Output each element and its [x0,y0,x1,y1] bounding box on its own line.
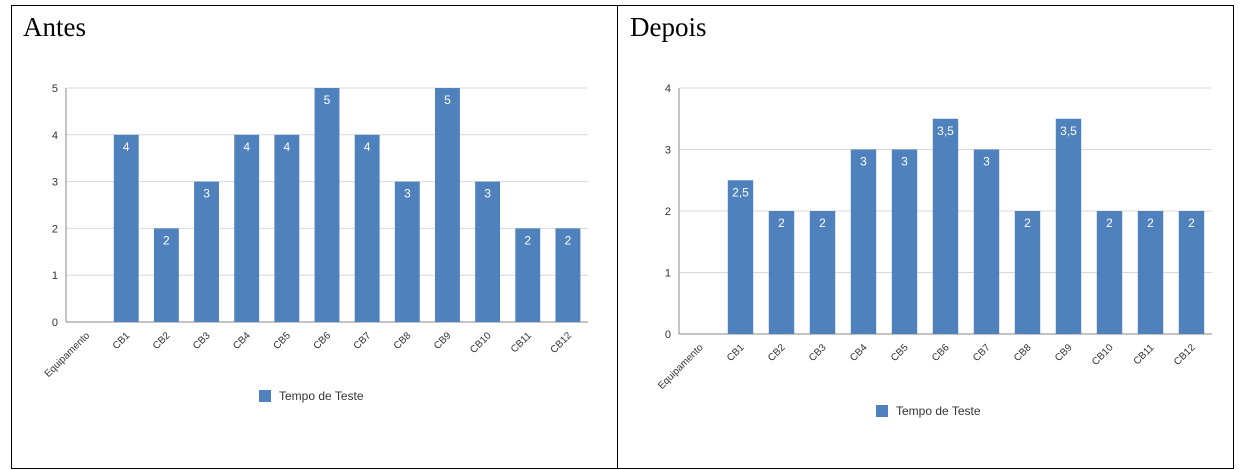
x-tick-label-antes-CB8: CB8 [392,330,414,352]
x-tick-label-depois-CB12: CB12 [1172,342,1198,368]
bar-antes-CB2 [153,228,179,322]
data-label-antes-CB5: 4 [284,140,291,154]
data-label-antes-CB6: 5 [324,93,331,107]
data-label-antes-CB2: 2 [163,233,170,247]
data-label-depois-CB5: 3 [901,155,908,169]
x-tick-label-antes-CB10: CB10 [468,330,494,356]
data-label-antes-CB1: 4 [123,140,130,154]
data-label-depois-CB1: 2,5 [732,185,749,199]
data-label-depois-CB7: 3 [983,155,990,169]
bar-depois-CB6 [932,118,959,334]
legend-label-antes: Tempo de Teste [279,389,364,403]
x-tick-label-depois-CB9: CB9 [1053,342,1075,364]
bar-depois-CB2 [768,211,795,334]
chart-title-antes: Antes [23,12,86,42]
legend-swatch-depois [876,405,888,417]
y-tick-label-depois-0: 0 [665,329,671,341]
bar-antes-CB5 [274,134,300,322]
bar-antes-CB7 [354,134,380,322]
y-tick-label-antes-1: 1 [52,270,58,282]
data-label-depois-CB4: 3 [860,155,867,169]
y-tick-label-depois-2: 2 [665,206,671,218]
x-tick-label-antes-CB9: CB9 [432,330,454,352]
y-tick-label-antes-5: 5 [52,83,58,95]
legend-label-depois: Tempo de Teste [896,404,981,418]
bar-antes-CB11 [515,228,541,322]
bar-antes-CB4 [234,134,260,322]
bar-antes-CB3 [194,181,219,322]
data-label-depois-CB8: 2 [1024,216,1031,230]
bar-depois-CB8 [1014,211,1041,334]
x-tick-label-depois-CB11: CB11 [1132,342,1157,367]
x-tick-label-antes-CB7: CB7 [352,330,374,352]
data-label-antes-CB4: 4 [243,140,250,154]
data-label-depois-CB6: 3,5 [937,124,954,138]
x-tick-label-antes-CB5: CB5 [271,330,293,352]
legend-swatch-antes [259,390,271,402]
x-tick-label-antes-CB2: CB2 [151,330,173,352]
y-tick-label-antes-0: 0 [52,317,58,329]
x-tick-label-antes-CB4: CB4 [231,330,253,352]
data-label-antes-CB11: 2 [524,233,531,247]
data-label-depois-CB9: 3,5 [1060,124,1077,138]
x-tick-label-depois-CB3: CB3 [807,342,829,364]
bar-depois-CB9 [1055,118,1082,334]
data-label-antes-CB7: 4 [364,140,371,154]
bar-depois-CB10 [1096,211,1123,334]
panel-divider [617,5,618,469]
x-tick-label-depois-CB4: CB4 [848,342,870,364]
bar-depois-CB3 [809,211,836,334]
data-label-antes-CB10: 3 [484,187,491,201]
bar-depois-CB11 [1137,211,1164,334]
data-label-depois-CB3: 2 [819,216,826,230]
x-tick-label-antes-CB12: CB12 [549,330,575,356]
bar-depois-CB4 [850,149,877,334]
bar-antes-CB8 [394,181,420,322]
data-label-antes-CB3: 3 [203,187,210,201]
x-tick-label-depois-CB1: CB1 [725,342,747,364]
x-tick-label-depois-CB10: CB10 [1090,342,1116,368]
data-label-depois-CB2: 2 [778,216,785,230]
bar-antes-CB10 [475,181,501,322]
figure-frame [11,5,1234,469]
data-label-depois-CB10: 2 [1106,216,1113,230]
x-tick-label-depois-Equipamento: Equipamento [656,342,706,392]
x-tick-label-antes-CB3: CB3 [191,330,213,352]
y-tick-label-antes-4: 4 [52,130,58,142]
x-tick-label-antes-Equipamento: Equipamento [43,330,93,380]
y-tick-label-antes-2: 2 [52,223,58,235]
data-label-depois-CB12: 2 [1188,216,1195,230]
chart-title-depois: Depois [630,12,707,42]
y-tick-label-depois-1: 1 [665,268,671,280]
bar-depois-CB12 [1178,211,1205,334]
bar-depois-CB7 [973,149,1000,334]
x-tick-label-depois-CB8: CB8 [1012,342,1034,364]
bar-depois-CB5 [891,149,918,334]
data-label-depois-CB11: 2 [1147,216,1154,230]
x-tick-label-antes-CB11: CB11 [509,330,534,355]
y-tick-label-depois-3: 3 [665,145,671,157]
data-label-antes-CB12: 2 [565,233,572,247]
bar-depois-CB1 [727,180,754,334]
bar-antes-CB12 [555,228,581,322]
x-tick-label-depois-CB5: CB5 [889,342,911,364]
data-label-antes-CB9: 5 [444,93,451,107]
x-tick-label-depois-CB7: CB7 [971,342,993,364]
x-tick-label-antes-CB6: CB6 [312,330,334,352]
y-tick-label-depois-4: 4 [665,83,671,95]
x-tick-label-depois-CB2: CB2 [766,342,788,364]
data-label-antes-CB8: 3 [404,187,411,201]
bar-antes-CB6 [314,88,340,322]
x-tick-label-antes-CB1: CB1 [111,330,133,352]
x-tick-label-depois-CB6: CB6 [930,342,952,364]
y-tick-label-antes-3: 3 [52,177,58,189]
bar-antes-CB1 [113,134,139,322]
bar-antes-CB9 [435,88,460,322]
